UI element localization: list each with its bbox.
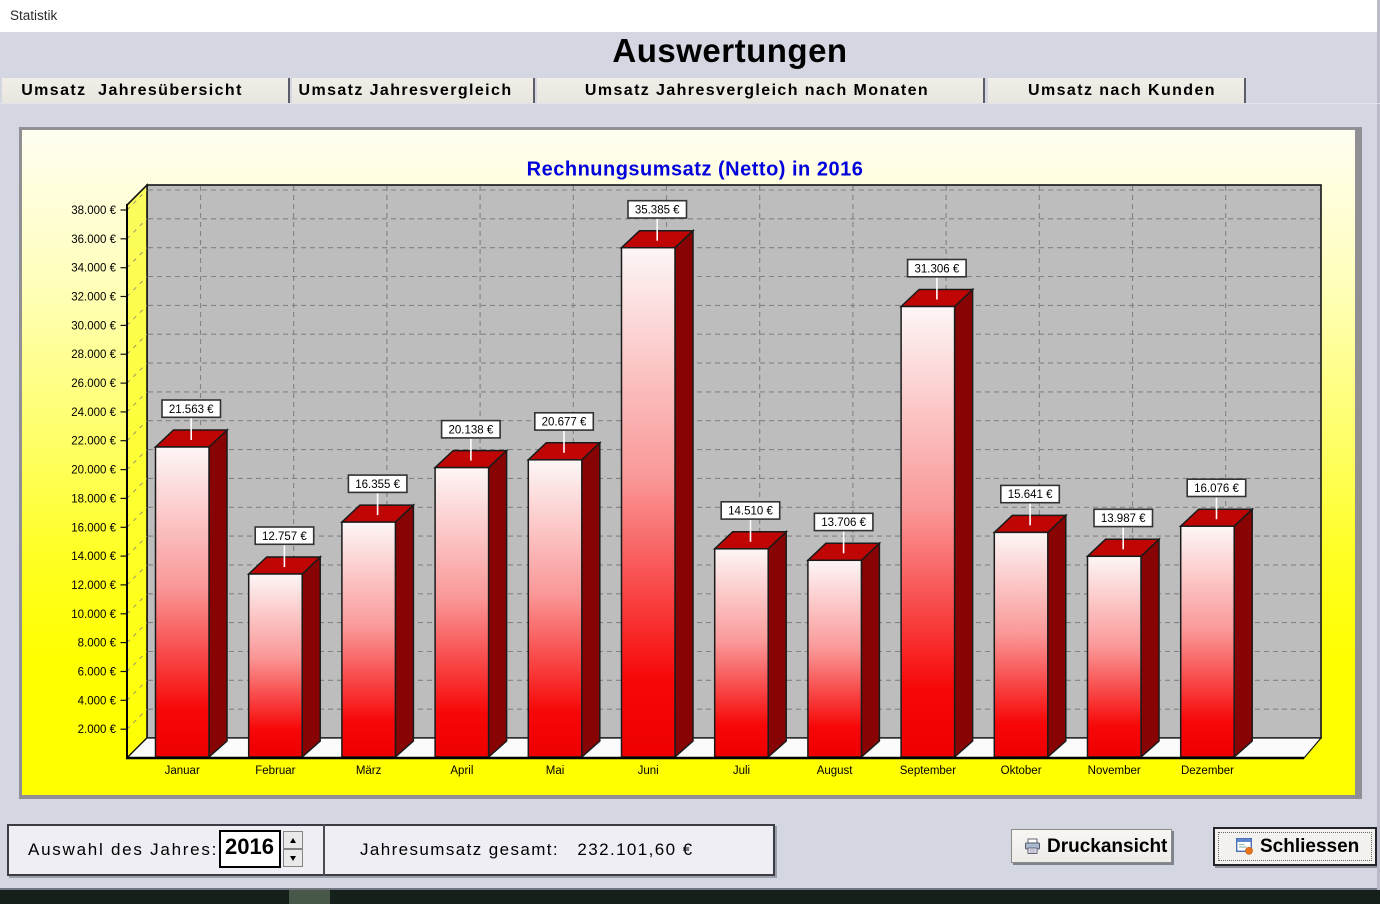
svg-text:Juni: Juni [638,765,659,777]
svg-text:Mai: Mai [546,765,565,777]
svg-text:12.000 €: 12.000 € [71,580,116,592]
svg-text:21.563 €: 21.563 € [169,404,214,416]
svg-text:August: August [817,765,854,777]
svg-text:Dezember: Dezember [1181,765,1234,777]
svg-text:Rechnungsumsatz (Netto) in 201: Rechnungsumsatz (Netto) in 2016 [527,159,864,181]
svg-text:18.000 €: 18.000 € [71,493,116,505]
svg-text:September: September [900,765,956,777]
svg-text:26.000 €: 26.000 € [71,378,116,390]
svg-text:20.000 €: 20.000 € [71,465,116,477]
svg-text:24.000 €: 24.000 € [71,407,116,419]
svg-text:8.000 €: 8.000 € [78,638,117,650]
svg-text:10.000 €: 10.000 € [71,609,116,621]
svg-text:15.641 €: 15.641 € [1008,489,1053,501]
svg-text:22.000 €: 22.000 € [71,436,116,448]
svg-text:16.000 €: 16.000 € [71,522,116,534]
svg-text:April: April [450,765,473,777]
svg-text:Oktober: Oktober [1001,765,1042,777]
svg-text:Februar: Februar [255,765,295,777]
svg-text:32.000 €: 32.000 € [71,292,116,304]
svg-text:März: März [356,765,382,777]
svg-text:12.757 €: 12.757 € [262,531,307,543]
svg-text:38.000 €: 38.000 € [71,205,116,217]
svg-text:14.000 €: 14.000 € [71,551,116,563]
svg-text:36.000 €: 36.000 € [71,234,116,246]
svg-text:30.000 €: 30.000 € [71,320,116,332]
svg-text:13.706 €: 13.706 € [821,517,866,529]
svg-text:Januar: Januar [165,765,200,777]
svg-text:20.138 €: 20.138 € [449,424,494,436]
svg-text:28.000 €: 28.000 € [71,349,116,361]
svg-text:34.000 €: 34.000 € [71,263,116,275]
svg-text:6.000 €: 6.000 € [78,667,117,679]
svg-text:31.306 €: 31.306 € [915,263,960,275]
svg-text:16.076 €: 16.076 € [1194,483,1239,495]
svg-text:2.000 €: 2.000 € [78,724,117,736]
svg-text:13.987 €: 13.987 € [1101,513,1146,525]
svg-text:Juli: Juli [733,765,750,777]
svg-text:4.000 €: 4.000 € [78,695,117,707]
svg-text:35.385 €: 35.385 € [635,205,680,217]
svg-text:20.677 €: 20.677 € [542,417,587,429]
svg-text:14.510 €: 14.510 € [728,506,773,518]
svg-text:November: November [1088,765,1141,777]
svg-text:16.355 €: 16.355 € [355,479,400,491]
